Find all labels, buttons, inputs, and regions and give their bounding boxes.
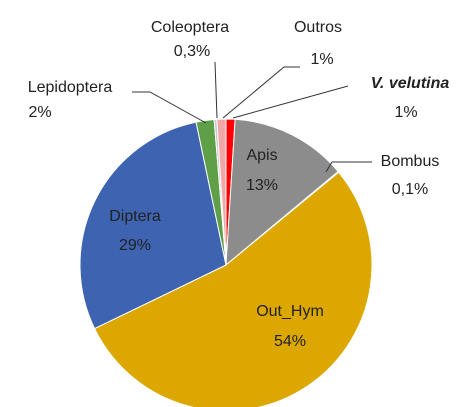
- slice-value-label: 54%: [274, 333, 306, 350]
- leader-line: [325, 161, 372, 173]
- pie-slice: [216, 118, 227, 266]
- slice-value-label: 1%: [310, 51, 333, 68]
- slice-label: Apis: [246, 147, 277, 164]
- slice-label: Bombus: [381, 153, 440, 170]
- pie-slice: [225, 118, 339, 267]
- slice-label: Out_Hym: [256, 303, 324, 320]
- slice-value-label: 1%: [394, 104, 417, 121]
- pie-slice: [93, 171, 373, 407]
- pie-slice: [79, 121, 227, 330]
- slice-label: Lepidoptera: [28, 79, 113, 96]
- slice-value-label: 29%: [119, 237, 151, 254]
- leader-line: [232, 85, 349, 119]
- slice-label: V. velutina: [371, 75, 450, 92]
- leader-line: [214, 61, 218, 119]
- leader-line: [132, 91, 207, 124]
- slice-value-label: 2%: [28, 104, 51, 121]
- slice-value-label: 0,3%: [174, 43, 210, 60]
- slice-label: Diptera: [109, 208, 161, 225]
- slice-value-label: 13%: [246, 177, 278, 194]
- slice-value-label: 0,1%: [392, 181, 428, 198]
- slice-label: Outros: [294, 19, 342, 36]
- slice-label: Coleoptera: [151, 19, 229, 36]
- leader-line: [222, 66, 300, 119]
